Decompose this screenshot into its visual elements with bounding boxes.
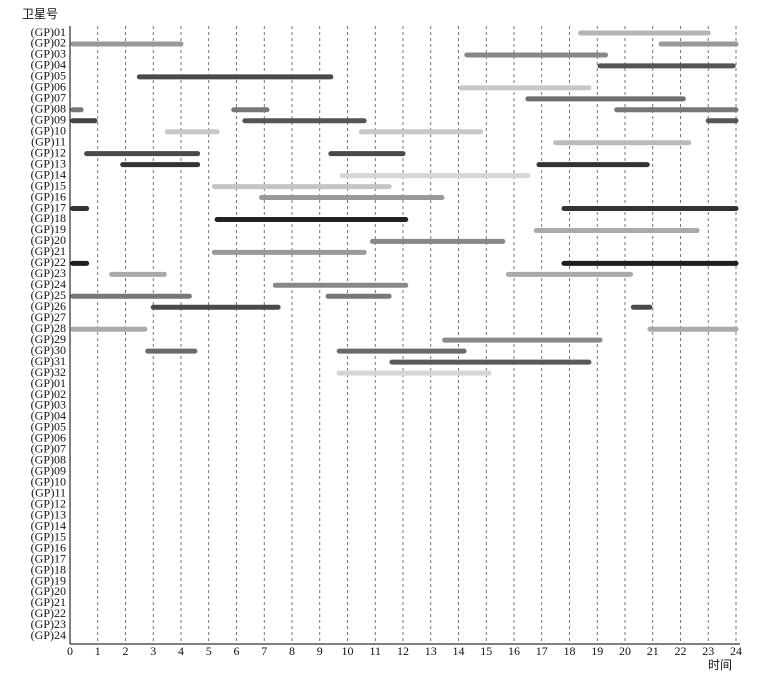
y-tick-label: (GP)16 — [31, 189, 66, 203]
y-tick-label: (GP)19 — [31, 222, 66, 236]
y-tick-label: (GP)11 — [31, 134, 66, 148]
y-axis-label: 卫星号 — [22, 7, 58, 21]
y-tick-label: (GP)02 — [31, 36, 66, 50]
y-tick-label: (GP)30 — [31, 343, 66, 357]
x-tick-label: 1 — [95, 644, 101, 658]
y-tick-label: (GP)01 — [31, 376, 66, 390]
x-tick-label: 11 — [369, 644, 381, 658]
x-tick-label: 5 — [206, 644, 212, 658]
y-tick-label: (GP)21 — [31, 595, 66, 609]
x-tick-label: 18 — [564, 644, 576, 658]
x-tick-label: 21 — [647, 644, 659, 658]
y-tick-label: (GP)24 — [31, 628, 66, 642]
y-tick-label: (GP)12 — [31, 496, 66, 510]
x-tick-label: 16 — [508, 644, 520, 658]
x-tick-label: 4 — [178, 644, 184, 658]
y-tick-label: (GP)06 — [31, 431, 66, 445]
y-tick-label: (GP)27 — [31, 310, 66, 324]
y-tick-label: (GP)22 — [31, 606, 66, 620]
x-tick-label: 19 — [591, 644, 603, 658]
y-tick-label: (GP)12 — [31, 145, 66, 159]
y-tick-label: (GP)13 — [31, 507, 66, 521]
y-tick-label: (GP)03 — [31, 47, 66, 61]
x-tick-label: 23 — [702, 644, 714, 658]
y-tick-label: (GP)10 — [31, 475, 66, 489]
x-tick-label: 10 — [342, 644, 354, 658]
x-tick-label: 3 — [150, 644, 156, 658]
y-tick-label: (GP)07 — [31, 442, 66, 456]
y-tick-label: (GP)03 — [31, 398, 66, 412]
y-tick-label: (GP)08 — [31, 102, 66, 116]
x-tick-label: 24 — [730, 644, 742, 658]
y-tick-label: (GP)04 — [31, 58, 66, 72]
y-tick-label: (GP)15 — [31, 529, 66, 543]
y-tick-label: (GP)17 — [31, 200, 66, 214]
y-tick-label: (GP)08 — [31, 453, 66, 467]
y-tick-label: (GP)32 — [31, 365, 66, 379]
x-tick-label: 0 — [67, 644, 73, 658]
y-tick-label: (GP)16 — [31, 540, 66, 554]
y-tick-label: (GP)07 — [31, 91, 66, 105]
y-tick-label: (GP)26 — [31, 299, 66, 313]
x-tick-label: 6 — [234, 644, 240, 658]
y-tick-label: (GP)04 — [31, 409, 66, 423]
y-tick-label: (GP)18 — [31, 562, 66, 576]
y-tick-label: (GP)22 — [31, 255, 66, 269]
y-tick-label: (GP)20 — [31, 233, 66, 247]
y-tick-label: (GP)31 — [31, 354, 66, 368]
x-tick-label: 14 — [453, 644, 465, 658]
x-tick-label: 12 — [397, 644, 409, 658]
x-tick-label: 9 — [317, 644, 323, 658]
y-tick-label: (GP)20 — [31, 584, 66, 598]
y-tick-label: (GP)15 — [31, 178, 66, 192]
y-tick-label: (GP)28 — [31, 321, 66, 335]
y-tick-label: (GP)05 — [31, 69, 66, 83]
y-tick-label: (GP)21 — [31, 244, 66, 258]
y-tick-label: (GP)19 — [31, 573, 66, 587]
y-tick-label: (GP)23 — [31, 617, 66, 631]
y-tick-label: (GP)02 — [31, 387, 66, 401]
y-tick-label: (GP)13 — [31, 156, 66, 170]
y-tick-label: (GP)14 — [31, 167, 66, 181]
y-tick-label: (GP)29 — [31, 332, 66, 346]
x-tick-label: 22 — [675, 644, 687, 658]
y-tick-label: (GP)14 — [31, 518, 66, 532]
y-tick-label: (GP)10 — [31, 123, 66, 137]
x-tick-label: 20 — [619, 644, 631, 658]
y-tick-label: (GP)17 — [31, 551, 66, 565]
y-tick-label: (GP)09 — [31, 464, 66, 478]
x-tick-label: 7 — [261, 644, 267, 658]
x-tick-label: 17 — [536, 644, 548, 658]
y-tick-label: (GP)18 — [31, 211, 66, 225]
y-tick-label: (GP)06 — [31, 80, 66, 94]
x-axis-label: 时间 — [708, 658, 732, 672]
x-tick-label: 8 — [289, 644, 295, 658]
x-tick-label: 2 — [123, 644, 129, 658]
y-tick-label: (GP)05 — [31, 420, 66, 434]
y-tick-label: (GP)09 — [31, 113, 66, 127]
y-tick-label: (GP)11 — [31, 485, 66, 499]
y-tick-label: (GP)25 — [31, 288, 66, 302]
y-tick-label: (GP)24 — [31, 277, 66, 291]
x-tick-label: 15 — [480, 644, 492, 658]
y-tick-label: (GP)23 — [31, 266, 66, 280]
y-tick-label: (GP)01 — [31, 25, 66, 39]
x-tick-label: 13 — [425, 644, 437, 658]
